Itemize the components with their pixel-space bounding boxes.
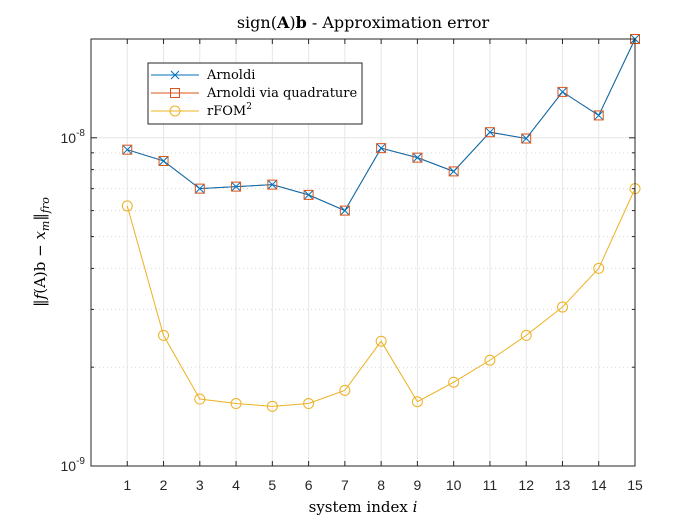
point-quadrature [412,152,423,163]
x-tick-label: 11 [483,477,498,493]
point-rfom2 [448,376,460,388]
point-arnoldi [376,143,386,153]
x-tick-label: 12 [518,477,534,493]
point-quadrature [521,133,532,144]
point-quadrature [303,189,314,200]
x-tick-label: 7 [341,477,349,493]
point-quadrature [122,144,133,155]
point-quadrature [557,86,568,97]
x-tick-label: 6 [305,477,313,493]
point-arnoldi [558,87,567,97]
point-rfom2 [593,262,605,274]
point-arnoldi [413,153,422,163]
x-tick-label: 2 [160,477,168,493]
point-rfom2 [520,329,532,341]
legend-label-rfom2: rFOM2 [207,102,252,119]
point-arnoldi [122,145,132,155]
legend-label-quadrature: Arnoldi via quadrature [206,86,357,101]
x-tick-label: 14 [591,477,607,493]
point-quadrature [158,155,169,166]
point-rfom2 [158,329,170,341]
point-arnoldi [449,167,459,176]
legend-entry-quadrature: Arnoldi via quadrature [151,86,357,101]
point-arnoldi [594,111,604,120]
x-tick-label: 8 [377,477,385,493]
point-quadrature [194,183,205,194]
legend-entry-arnoldi: Arnoldi [151,68,255,83]
point-quadrature [267,179,278,190]
point-quadrature [448,166,459,177]
y-tick-labels: 10-8 10-9 [61,128,86,474]
y-axis-label: ‖f(A)b − xm‖fro [31,197,52,307]
y-tick-label: 10-9 [61,456,86,474]
x-tick-label: 15 [627,477,643,493]
series-markers [121,34,641,412]
legend-label-arnoldi: Arnoldi [206,68,255,83]
point-rfom2 [556,301,568,313]
point-rfom2 [484,354,496,366]
point-arnoldi [159,156,168,166]
point-arnoldi [304,190,313,200]
plot-frame [90,38,636,467]
point-rfom2 [266,400,278,412]
legend-entry-rfom2: rFOM2 [151,102,252,119]
x-tick-label: 10 [446,477,462,493]
point-rfom2 [230,398,242,410]
x-tick-label: 5 [268,477,276,493]
point-quadrature [376,143,387,154]
point-rfom2 [121,200,133,212]
point-arnoldi [485,127,495,137]
x-tick-label: 4 [232,477,240,493]
point-arnoldi [195,184,205,193]
x-tick-label: 3 [196,477,204,493]
x-tick-label: 1 [123,477,131,493]
x-tick-label: 9 [414,477,422,493]
x-tick-labels: 1 2 3 4 5 6 7 8 9 10 11 12 13 14 15 [123,477,643,493]
series-line-circle [126,188,636,407]
point-rfom2 [411,396,423,408]
point-quadrature [484,127,495,138]
legend-marker-quadrature [170,88,180,98]
point-arnoldi [521,134,531,143]
point-arnoldi [267,180,277,189]
legend-marker-arnoldi [170,70,180,80]
point-arnoldi [340,206,350,215]
point-rfom2 [303,398,315,410]
axis-ticks [91,38,636,467]
point-quadrature [231,181,242,192]
x-axis-label: system index i [309,498,418,516]
x-tick-label: 13 [555,477,571,493]
point-arnoldi [231,182,241,191]
legend-marker-rfom2 [169,105,181,117]
point-quadrature [339,205,350,216]
point-rfom2 [339,384,351,396]
point-rfom2 [375,335,387,347]
point-rfom2 [194,393,206,405]
chart-title: sign(A)b - Approximation error [237,13,490,32]
y-tick-label: 10-8 [61,128,86,146]
point-quadrature [593,110,604,121]
legend: Arnoldi Arnoldi via quadrature rFOM2 [147,62,363,125]
